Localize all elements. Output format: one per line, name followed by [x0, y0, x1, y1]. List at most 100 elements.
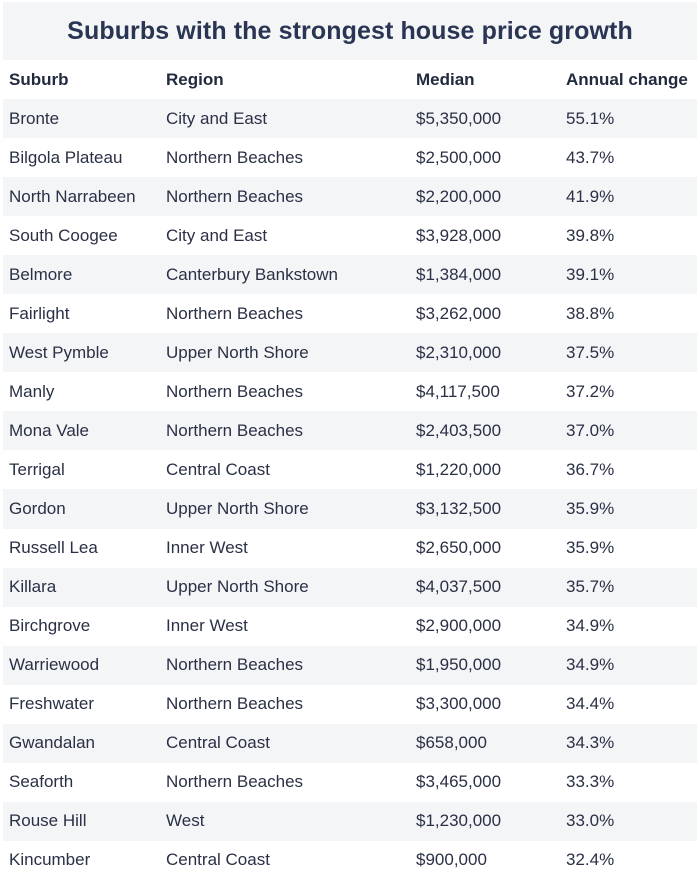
column-header-annual-change: Annual change [566, 69, 688, 89]
cell-annual-change: 35.9% [566, 538, 615, 558]
table-row: Gwandalan Central Coast $658,000 34.3% [3, 723, 697, 763]
table-row: Fairlight Northern Beaches $3,262,000 38.8% [3, 294, 697, 333]
cell-region: Upper North Shore [166, 577, 309, 597]
cell-median: $2,650,000 [416, 538, 502, 558]
cell-suburb: Mona Vale [9, 420, 90, 440]
table-row: Kincumber Central Coast $900,000 32.4% [3, 841, 697, 880]
cell-region: Central Coast [166, 459, 270, 479]
cell-suburb: Bronte [9, 108, 60, 128]
cell-median: $1,950,000 [416, 655, 502, 675]
cell-suburb: Bilgola Plateau [9, 147, 123, 167]
cell-region: Central Coast [166, 733, 270, 753]
cell-region: Inner West [166, 538, 248, 558]
cell-median: $4,117,500 [416, 381, 500, 401]
cell-median: $3,132,500 [416, 498, 502, 518]
price-growth-table: Suburbs with the strongest house price g… [3, 2, 697, 878]
table-row: Seaforth Northern Beaches $3,465,000 33.3% [3, 763, 697, 802]
cell-annual-change: 39.1% [566, 264, 615, 284]
cell-region: Northern Beaches [166, 772, 304, 792]
cell-annual-change: 38.8% [566, 303, 615, 323]
table-row: Birchgrove Inner West $2,900,000 34.9% [3, 607, 697, 646]
cell-annual-change: 41.9% [566, 186, 615, 206]
table-row: South Coogee City and East $3,928,000 39.8% [3, 216, 697, 255]
cell-suburb: Birchgrove [9, 616, 91, 636]
column-header-suburb: Suburb [9, 69, 69, 89]
cell-suburb: Freshwater [9, 694, 95, 714]
cell-suburb: Warriewood [9, 655, 100, 675]
cell-annual-change: 37.2% [566, 381, 615, 401]
table-row: Rouse Hill West $1,230,000 33.0% [3, 801, 697, 841]
cell-annual-change: 34.9% [566, 616, 615, 636]
cell-region: Northern Beaches [166, 186, 304, 206]
cell-suburb: Kincumber [9, 850, 91, 870]
cell-annual-change: 33.0% [566, 811, 615, 831]
cell-median: $900,000 [416, 850, 487, 870]
cell-region: Central Coast [166, 850, 270, 870]
cell-median: $2,500,000 [416, 147, 502, 167]
cell-region: Northern Beaches [166, 420, 304, 440]
table-header: Suburb Region Median Annual change [3, 60, 697, 99]
cell-median: $1,384,000 [416, 264, 502, 284]
table-row: Russell Lea Inner West $2,650,000 35.9% [3, 529, 697, 568]
table-row: Killara Upper North Shore $4,037,500 35.7% [3, 567, 697, 607]
cell-suburb: Terrigal [9, 459, 65, 479]
column-header-median: Median [416, 69, 475, 89]
cell-annual-change: 37.0% [566, 420, 615, 440]
cell-annual-change: 32.4% [566, 850, 615, 870]
title-bar: Suburbs with the strongest house price g… [3, 2, 697, 60]
cell-suburb: Belmore [9, 264, 73, 284]
cell-median: $658,000 [416, 733, 487, 753]
cell-suburb: Russell Lea [9, 538, 98, 558]
table-row: Bilgola Plateau Northern Beaches $2,500,00… [3, 138, 697, 177]
cell-region: City and East [166, 108, 268, 128]
cell-region: West [166, 811, 205, 831]
table-body: Bronte City and East $5,350,000 55.1% Bilgol… [3, 99, 697, 880]
cell-region: Canterbury Bankstown [166, 264, 338, 284]
table-row: Bronte City and East $5,350,000 55.1% [3, 99, 697, 139]
cell-suburb: Gordon [9, 498, 66, 518]
table-row: North Narrabeen Northern Beaches $2,200,00… [3, 177, 697, 217]
cell-median: $3,465,000 [416, 772, 502, 792]
cell-suburb: Fairlight [9, 303, 70, 323]
cell-region: Upper North Shore [166, 498, 309, 518]
column-header-region: Region [166, 69, 224, 89]
cell-annual-change: 43.7% [566, 147, 615, 167]
cell-suburb: West Pymble [9, 342, 109, 362]
cell-median: $2,403,500 [416, 420, 502, 440]
cell-median: $1,220,000 [416, 459, 502, 479]
cell-annual-change: 34.3% [566, 733, 615, 753]
cell-region: Upper North Shore [166, 342, 309, 362]
table-row: Mona Vale Northern Beaches $2,403,500 37.0% [3, 411, 697, 451]
cell-suburb: Killara [9, 577, 57, 597]
table-row: Warriewood Northern Beaches $1,950,000 34.9… [3, 645, 697, 685]
cell-median: $3,928,000 [416, 225, 502, 245]
cell-suburb: Seaforth [9, 772, 74, 792]
cell-median: $2,900,000 [416, 616, 502, 636]
table-row: Freshwater Northern Beaches $3,300,000 34.4… [3, 685, 697, 724]
table-title: Suburbs with the strongest house price g… [67, 16, 633, 45]
cell-annual-change: 35.9% [566, 498, 615, 518]
cell-annual-change: 37.5% [566, 342, 615, 362]
cell-suburb: South Coogee [9, 225, 118, 245]
cell-median: $2,200,000 [416, 186, 502, 206]
cell-annual-change: 36.7% [566, 459, 615, 479]
cell-median: $2,310,000 [416, 342, 502, 362]
cell-median: $3,262,000 [416, 303, 502, 323]
cell-median: $5,350,000 [416, 108, 502, 128]
cell-suburb: Rouse Hill [9, 811, 87, 831]
cell-annual-change: 35.7% [566, 577, 615, 597]
cell-annual-change: 34.4% [566, 694, 615, 714]
cell-region: Northern Beaches [166, 381, 304, 401]
table-row: Terrigal Central Coast $1,220,000 36.7% [3, 450, 697, 489]
cell-region: Northern Beaches [166, 303, 304, 323]
cell-annual-change: 34.9% [566, 655, 615, 675]
cell-median: $3,300,000 [416, 694, 502, 714]
cell-region: City and East [166, 225, 268, 245]
cell-annual-change: 55.1% [566, 108, 615, 128]
cell-median: $1,230,000 [416, 811, 502, 831]
table-row: Manly Northern Beaches $4,117,500 37.2% [3, 372, 697, 411]
cell-annual-change: 39.8% [566, 225, 615, 245]
cell-region: Northern Beaches [166, 694, 304, 714]
cell-region: Inner West [166, 616, 248, 636]
table-row: West Pymble Upper North Shore $2,310,000 37… [3, 333, 697, 373]
